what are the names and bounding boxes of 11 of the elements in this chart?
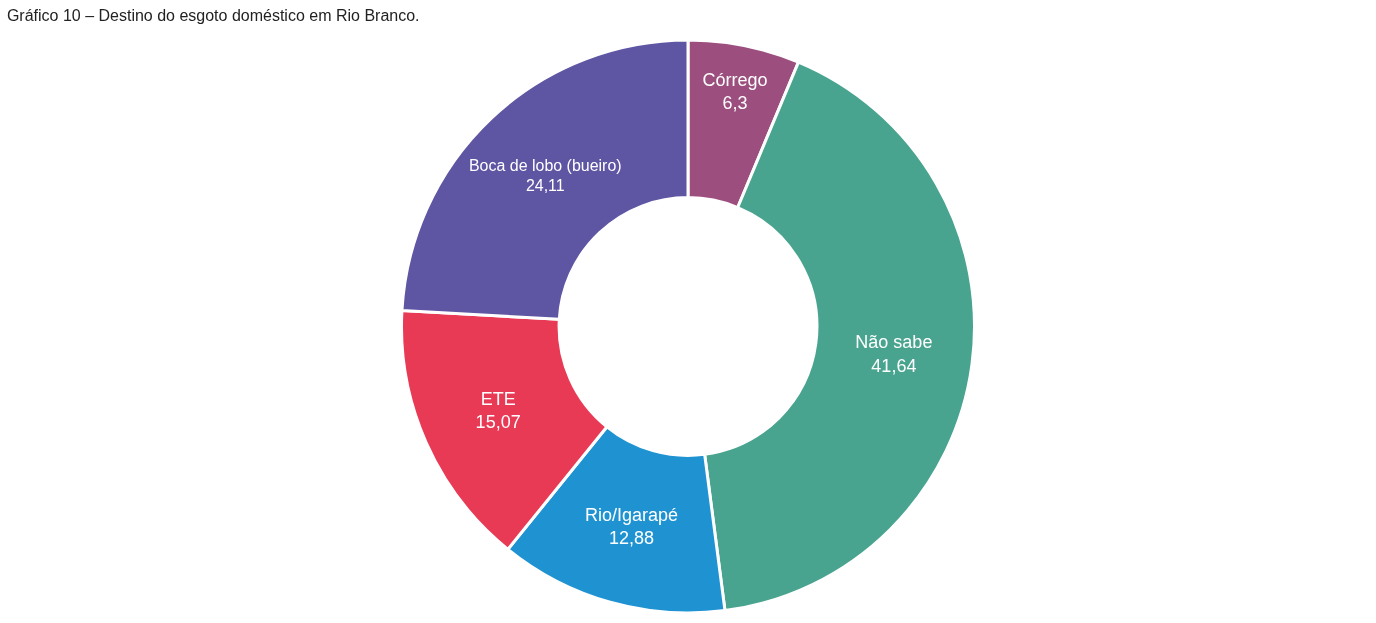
slice-label: Boca de lobo (bueiro) [468, 156, 622, 174]
slice-label: ETE [480, 389, 516, 410]
data-label: 12,88 [609, 528, 655, 549]
data-label: 24,11 [525, 177, 565, 195]
slice-label: Córrego [702, 70, 768, 91]
slice-label: Rio/Igarapé [585, 504, 679, 525]
data-label: 6,3 [722, 93, 748, 114]
data-label: 41,64 [871, 355, 917, 376]
text: Gráfico 10 – Destino do esgoto doméstico em Rio Branco. [6, 6, 420, 24]
slice-label: Não sabe [855, 332, 933, 353]
data-label: 15,07 [475, 412, 521, 433]
